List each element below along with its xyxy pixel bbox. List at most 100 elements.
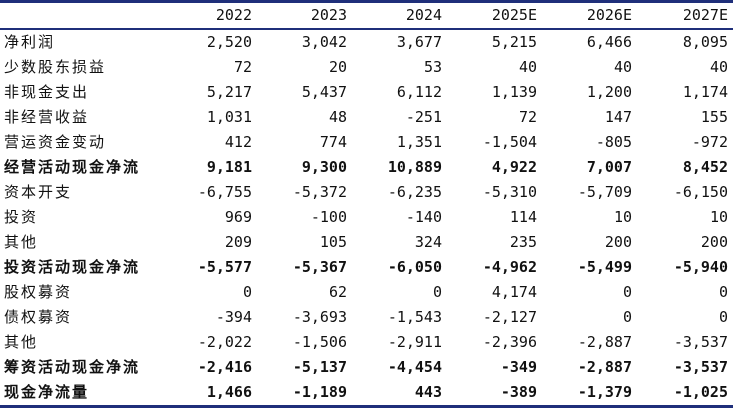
value-cell: 9,181 [206, 158, 252, 176]
value-cell: -251 [405, 108, 442, 126]
value-cell: 0 [432, 283, 442, 301]
value-cell: -5,372 [292, 183, 347, 201]
value-cell: 200 [604, 233, 632, 251]
table-header: 2022 2023 2024 2025E 2026E 2027E [0, 0, 733, 30]
value-cell: -5,940 [673, 258, 728, 276]
row-label: 其他 [4, 333, 39, 351]
value-cell: 1,351 [396, 133, 442, 151]
value-cell: -5,137 [292, 358, 347, 376]
row-label: 非经营收益 [4, 108, 90, 126]
value-cell: 53 [423, 58, 442, 76]
value-cell: 40 [613, 58, 632, 76]
table-row: 其他 -2,022 -1,506 -2,911 -2,396 -2,887 -3,537 [0, 330, 733, 355]
row-label: 投资 [4, 208, 39, 226]
value-cell: -1,189 [257, 380, 352, 408]
value-cell: 324 [414, 233, 442, 251]
value-cell: 0 [718, 283, 728, 301]
value-cell: 3,042 [301, 33, 347, 51]
value-cell: 3,677 [396, 33, 442, 51]
value-cell: 1,466 [162, 380, 257, 408]
value-cell: -4,454 [387, 358, 442, 376]
value-cell: 40 [518, 58, 537, 76]
value-cell: -5,310 [482, 183, 537, 201]
value-cell: 1,031 [206, 108, 252, 126]
value-cell: 8,452 [682, 158, 728, 176]
row-label: 债权募资 [4, 308, 73, 326]
table-row: 股权募资 0 62 0 4,174 0 0 [0, 280, 733, 305]
value-cell: -6,050 [387, 258, 442, 276]
table-row: 非现金支出 5,217 5,437 6,112 1,139 1,200 1,174 [0, 80, 733, 105]
row-label: 其他 [4, 233, 39, 251]
value-cell: 147 [604, 108, 632, 126]
row-label: 投资活动现金净流 [4, 258, 141, 276]
value-cell: -2,396 [482, 333, 537, 351]
value-cell: 10,889 [387, 158, 442, 176]
table-body: 净利润 2,520 3,042 3,677 5,215 6,466 8,095 少数股东损益 7… [0, 29, 733, 408]
value-cell: 105 [319, 233, 347, 251]
header-cell-year: 2025E [447, 0, 542, 30]
value-cell: 443 [352, 380, 447, 408]
table-row: 投资 969 -100 -140 114 10 10 [0, 205, 733, 230]
value-cell: 1,174 [682, 83, 728, 101]
value-cell: 114 [509, 208, 537, 226]
table-row: 债权募资 -394 -3,693 -1,543 -2,127 0 0 [0, 305, 733, 330]
table-row: 营运资金变动 412 774 1,351 -1,504 -805 -972 [0, 130, 733, 155]
value-cell: -100 [310, 208, 347, 226]
value-cell: 40 [709, 58, 728, 76]
row-label: 资本开支 [4, 183, 73, 201]
header-cell-year: 2027E [637, 0, 733, 30]
value-cell: -5,499 [577, 258, 632, 276]
header-cell-year: 2026E [542, 0, 637, 30]
value-cell: 235 [509, 233, 537, 251]
value-cell: -3,537 [673, 333, 728, 351]
table-row: 现金净流量 1,466 -1,189 443 -389 -1,379 -1,025 [0, 380, 733, 408]
value-cell: -349 [500, 358, 537, 376]
value-cell: 8,095 [682, 33, 728, 51]
value-cell: 0 [622, 283, 632, 301]
row-label: 股权募资 [4, 283, 73, 301]
value-cell: -394 [215, 308, 252, 326]
header-cell-year: 2022 [162, 0, 257, 30]
value-cell: 1,139 [491, 83, 537, 101]
value-cell: 62 [328, 283, 347, 301]
row-label: 净利润 [4, 33, 56, 51]
value-cell: -1,379 [542, 380, 637, 408]
value-cell: -1,504 [482, 133, 537, 151]
value-cell: 7,007 [586, 158, 632, 176]
value-cell: -2,887 [577, 333, 632, 351]
value-cell: 155 [700, 108, 728, 126]
row-label: 现金净流量 [0, 380, 162, 408]
value-cell: 72 [518, 108, 537, 126]
value-cell: -805 [595, 133, 632, 151]
value-cell: -2,416 [197, 358, 252, 376]
value-cell: 6,112 [396, 83, 442, 101]
table-row: 资本开支 -6,755 -5,372 -6,235 -5,310 -5,709 -6,150 [0, 180, 733, 205]
table-row: 非经营收益 1,031 48 -251 72 147 155 [0, 105, 733, 130]
row-label: 经营活动现金净流 [4, 158, 141, 176]
value-cell: 0 [242, 283, 252, 301]
header-cell-empty [0, 0, 162, 30]
header-cell-year: 2024 [352, 0, 447, 30]
value-cell: -1,506 [292, 333, 347, 351]
value-cell: 1,200 [586, 83, 632, 101]
value-cell: -2,127 [482, 308, 537, 326]
value-cell: 10 [709, 208, 728, 226]
value-cell: 4,174 [491, 283, 537, 301]
row-label: 少数股东损益 [4, 58, 107, 76]
value-cell: -6,235 [387, 183, 442, 201]
value-cell: -4,962 [482, 258, 537, 276]
value-cell: -1,025 [637, 380, 733, 408]
table-row: 净利润 2,520 3,042 3,677 5,215 6,466 8,095 [0, 29, 733, 55]
header-cell-year: 2023 [257, 0, 352, 30]
row-label: 筹资活动现金净流 [4, 358, 141, 376]
value-cell: -5,577 [197, 258, 252, 276]
value-cell: 20 [328, 58, 347, 76]
value-cell: 48 [328, 108, 347, 126]
value-cell: -2,911 [387, 333, 442, 351]
table-row: 投资活动现金净流 -5,577 -5,367 -6,050 -4,962 -5,499 -5… [0, 255, 733, 280]
value-cell: 10 [613, 208, 632, 226]
value-cell: -5,367 [292, 258, 347, 276]
value-cell: 2,520 [206, 33, 252, 51]
value-cell: -6,150 [673, 183, 728, 201]
row-label: 非现金支出 [4, 83, 90, 101]
